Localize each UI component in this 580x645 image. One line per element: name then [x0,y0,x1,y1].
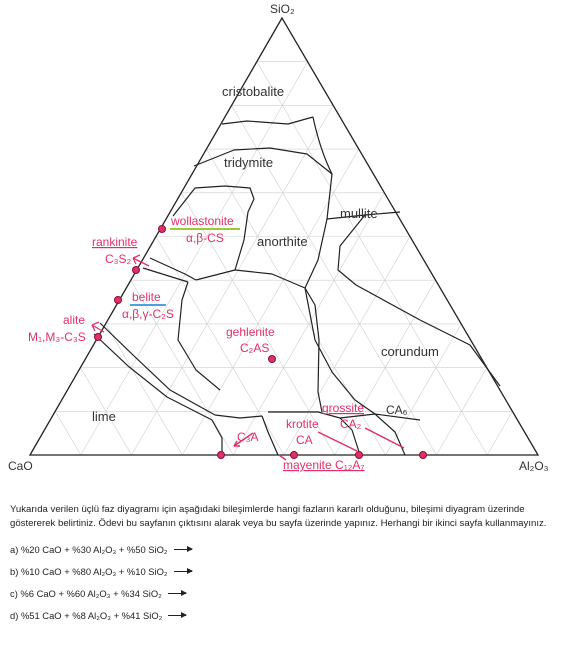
boundary-rankinite-low [142,267,189,283]
annotation-alite-formula: M₁,M₃-C₃S [28,330,86,344]
question-item-d-text: d) %51 CaO + %8 Al₂O₃ + %41 SiO₂ [10,610,163,621]
grid-line [486,411,513,456]
grid-line [105,323,183,456]
grid-line [436,367,488,456]
point-grossite [419,451,427,459]
phase-label-ca6: CA₆ [386,403,408,417]
boundary-anorthite-mullite [304,218,328,289]
arrow-icon [168,612,188,618]
phase-label-lime: lime [92,409,116,424]
annotation-krotite-formula: CA [296,433,313,447]
boundary-tridymite-low [193,147,333,175]
grid-line [256,61,488,456]
phase-label-gehlenite-formula: C₂AS [240,341,269,355]
question-instructions: Yukarıda verilen üçlü faz diyagramı için… [10,504,547,529]
point-rankinite [132,266,140,274]
question-item-a-text: a) %20 CaO + %30 Al₂O₃ + %50 SiO₂ [10,544,168,555]
boundary-c3a-lower [211,419,223,455]
point-belite [114,296,122,304]
question-item-d: d) %51 CaO + %8 Al₂O₃ + %41 SiO₂ [10,610,188,621]
point-wollastonite [158,225,166,233]
grossite-arrow [364,427,405,449]
corner-label-sio2: SiO₂ [270,2,295,16]
grid-line [80,61,308,456]
boundary-gehlenite-lower [304,287,323,413]
boundary-alite [99,322,216,416]
annotation-belite-formula: α,β,γ-C₂S [122,307,174,321]
composition-grid [54,61,513,456]
annotation-krotite: krotite [286,417,319,431]
phase-boundaries [93,116,501,456]
phase-label-anorthite: anorthite [257,234,308,249]
annotation-grossite-formula: CA₂ [340,417,362,431]
question-item-c-text: c) %6 CaO + %60 Al₂O₃ + %34 SiO₂ [10,588,162,599]
corner-label-al2o3: Al₂O₃ [519,459,549,473]
arrow-icon [173,568,193,574]
grid-line [385,323,462,456]
annotation-grossite: grossite [322,401,364,415]
annotation-rankinite: rankinite [92,235,138,249]
annotation-rankinite-formula: C₃S₂ [105,252,132,266]
mayenite-arrow [278,454,287,461]
boundary-gehlenite-corundum [304,287,376,415]
boundary-c3a-right [261,415,279,456]
triangle-outline [28,16,540,456]
c3a-arrow [233,432,254,447]
krotite-arrow [317,431,358,452]
point-alite [94,333,102,341]
grid-line [54,411,82,456]
boundary-alite-left [93,333,213,421]
alite-arrow [91,321,105,333]
rankinite-arrow [132,254,150,267]
question-item-b: b) %10 CaO + %80 Al₂O₃ + %10 SiO₂ [10,566,193,577]
phase-label-corundum: corundum [381,344,439,359]
arrow-icon [173,546,193,552]
arrow-icon [167,590,187,596]
boundary-anorthite-gehlenite [234,269,306,289]
grid-line [283,236,411,456]
phase-label-gehlenite: gehlenite [226,325,275,339]
annotation-mayenite: mayenite C₁₂A₇ [283,458,365,472]
point-krotite [355,451,363,459]
annotation-wollastonite: wollastonite [170,214,234,228]
boundary-silica-liquidus [312,116,401,220]
ternary-phase-diagram: SiO₂ CaO Al₂O₃ cristobalite tridymite mu… [8,2,549,473]
phase-label-cristobalite: cristobalite [222,84,284,99]
boundary-ca-grossite [339,413,406,456]
point-gehlenite [268,355,276,363]
annotation-belite: belite [132,290,161,304]
question-item-b-text: b) %10 CaO + %80 Al₂O₃ + %10 SiO₂ [10,566,168,577]
point-c3a [217,451,225,459]
annotation-alite: alite [63,313,85,327]
boundary-ca6-top [419,319,501,387]
phase-label-mullite: mullite [340,206,378,221]
boundary-rankinite [149,257,197,281]
phase-label-tridymite: tridymite [224,155,273,170]
boundary-corundum-ca6 [374,413,421,421]
compound-points [94,225,427,459]
boundary-c3a [214,414,263,419]
boundary-wollastonite-tridymite [172,185,255,241]
grid-line [206,148,386,456]
boundary-belite-gehlenite [177,281,221,391]
corner-label-cao: CaO [8,459,33,473]
question-item-c: c) %6 CaO + %60 Al₂O₃ + %34 SiO₂ [10,588,187,599]
annotation-arrows [233,427,405,461]
boundary-mullite-corundum [337,214,421,321]
grid-line [334,280,436,456]
point-mayenite [290,451,298,459]
grid-line [130,280,234,456]
boundary-wollastonite-anorthite [195,239,245,281]
grid-line [80,367,132,456]
annotation-wollastonite-formula: α,β-CS [186,231,224,245]
boundary-cristobalite-tridymite [221,116,314,125]
question-item-a: a) %20 CaO + %30 Al₂O₃ + %50 SiO₂ [10,544,193,555]
